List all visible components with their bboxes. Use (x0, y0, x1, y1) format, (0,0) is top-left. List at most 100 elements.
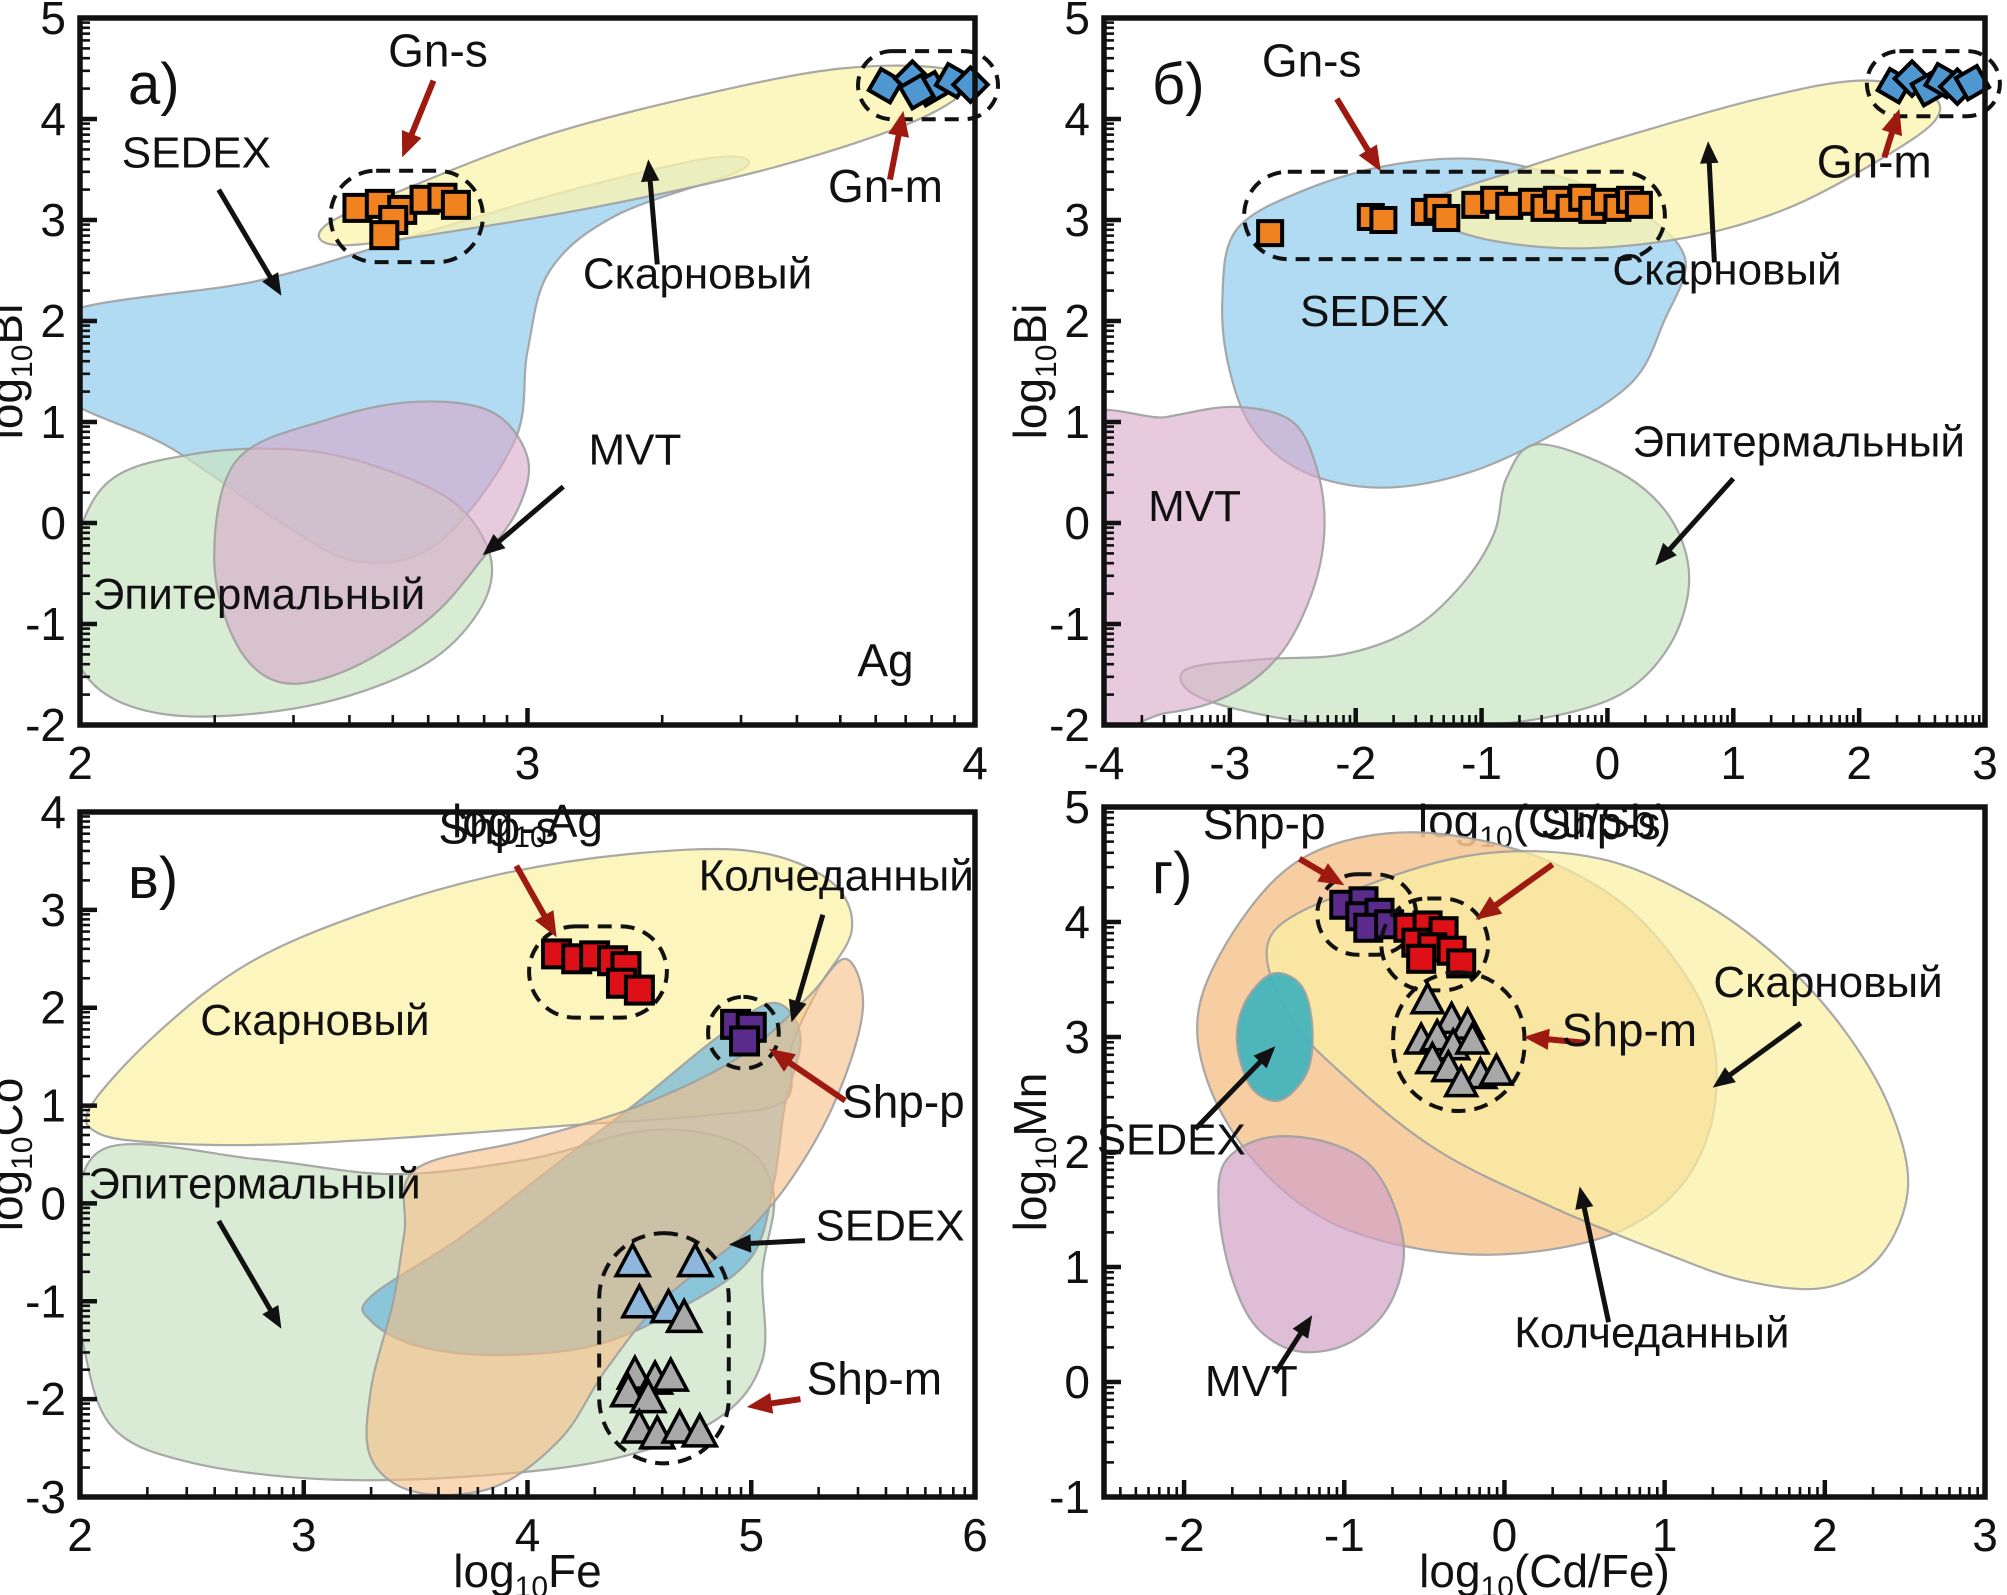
sample-arrow-gn-s-line (406, 79, 437, 143)
data-point-triangle (613, 1241, 653, 1278)
y-tick-label: -2 (1049, 699, 1090, 751)
data-point-diamond (897, 72, 937, 112)
sample-label-shp-m: Shp-m (807, 1352, 942, 1404)
field-label-mvt: MVT (588, 425, 681, 474)
y-tick-label: 4 (1064, 896, 1090, 948)
field-label-колчеданный: Колчеданный (699, 851, 974, 900)
field-arrow-head (262, 272, 282, 296)
sample-arrow-gn-m-line (887, 127, 903, 181)
x-tick-label: 1 (1652, 1509, 1678, 1561)
data-point-triangle (675, 1241, 715, 1278)
x-tick-label: 5 (738, 1509, 764, 1561)
axis-title-y: log10Bi (0, 304, 39, 440)
sample-label-gn-m: Gn-m (1817, 136, 1932, 188)
ticks (77, 15, 978, 728)
data-point-square (729, 1025, 761, 1057)
data-point-triangle (608, 1371, 648, 1408)
ticks (1104, 804, 1988, 1500)
x-tick-label: -1 (1324, 1509, 1365, 1561)
field-label-эпитермальный: Эпитермальный (1633, 417, 1965, 466)
sample-label-shp-p: Shp-p (842, 1075, 965, 1127)
sample-arrow-shp-s-line (513, 864, 551, 924)
field-arrow-head (1700, 141, 1719, 164)
corner-label: а) (128, 52, 180, 117)
sample-arrow-shp-m-head (746, 1392, 774, 1414)
series-shp-m (1402, 980, 1515, 1098)
series-gn-m (866, 58, 991, 112)
field-label-скарновый: Скарновый (200, 996, 429, 1045)
y-tick-label: 2 (1064, 1126, 1090, 1178)
x-tick-label: -3 (1209, 737, 1250, 789)
field-arrow-line (793, 914, 826, 1009)
panel-b: SEDEX Скарновый MVT Эпитермальный Gn-s Gn-m -4… (1004, 0, 2002, 854)
data-point-triangle (680, 1411, 720, 1448)
field-arrow-line (216, 1219, 276, 1317)
x-tick-label: 3 (291, 1509, 317, 1561)
data-point-triangle (1454, 1020, 1491, 1055)
sample-arrow-shp-s-head (1475, 896, 1503, 920)
axis-title-x: log10(Cd/Fe) (1419, 1545, 1670, 1595)
axis-title-x: log10Ag (452, 795, 603, 854)
corner-label: г) (1152, 841, 1192, 906)
sample-label-gn-s: Gn-s (388, 24, 488, 76)
x-tick-label: 1 (1720, 737, 1746, 789)
sample-arrow-shp-p-head (769, 1048, 796, 1072)
field-arrow-line (647, 174, 660, 265)
x-tick-label: -4 (1084, 737, 1125, 789)
x-tick-label: -2 (1164, 1509, 1205, 1561)
y-tick-label: -3 (25, 1471, 66, 1523)
series-shp-m (608, 1241, 720, 1450)
series-shp-s (1393, 910, 1477, 979)
field-arrow-head (641, 159, 660, 183)
field-arrow-line (1723, 1021, 1803, 1081)
field-label-sedex: SEDEX (1097, 1115, 1246, 1164)
y-tick-label: 4 (40, 93, 66, 145)
data-point-triangle (664, 1296, 704, 1334)
field-arrow-head (1712, 1067, 1736, 1088)
x-tick-label: 2 (67, 1509, 93, 1561)
corner-label: б) (1152, 52, 1205, 117)
cluster-outline-shp-s (1379, 896, 1491, 993)
cluster-outline-gn-m (1864, 49, 2002, 119)
x-tick-label: 2 (67, 737, 93, 789)
field-arrow-head (728, 1234, 752, 1253)
sample-arrow-shp-p-head (1317, 863, 1345, 886)
y-tick-label: 1 (40, 1080, 66, 1132)
sample-arrow-shp-p-line (782, 1056, 847, 1104)
y-tick-label: -1 (1049, 1471, 1090, 1523)
data-point-square (1495, 191, 1524, 220)
x-tick-label: 2 (1812, 1509, 1838, 1561)
cluster-outline-shp-s (527, 924, 669, 1020)
data-point-triangle (619, 1282, 659, 1319)
sample-arrow-gn-s-head (401, 130, 422, 158)
x-tick-label: 2 (1846, 737, 1872, 789)
cluster-outline-shp-p (706, 994, 781, 1071)
series-gn-m (1874, 58, 1992, 109)
sample-arrow-gn-m-head (888, 110, 909, 138)
y-tick-label: 3 (40, 194, 66, 246)
data-point-square (1624, 190, 1653, 219)
sample-label-gn-m: Gn-m (828, 160, 943, 212)
data-point-square (1406, 943, 1437, 974)
field-label-sedex: SEDEX (1300, 287, 1449, 336)
x-tick-label: 0 (1492, 1509, 1518, 1561)
cluster-outline-gn-s (1242, 169, 1667, 262)
field-arrow-line (1580, 1201, 1612, 1323)
y-tick-label: 3 (1064, 194, 1090, 246)
axis-title-y: log10Mn (1004, 1073, 1063, 1232)
x-tick-label: 4 (962, 737, 988, 789)
field-mvt (1104, 405, 1326, 725)
axis-title-y: log10Co (0, 1078, 39, 1232)
extra-label-ag: Ag (857, 635, 913, 687)
y-tick-label: 5 (1064, 0, 1090, 44)
y-tick-label: -2 (25, 1373, 66, 1425)
data-point-square (1256, 219, 1285, 248)
y-tick-label: 0 (40, 1177, 66, 1229)
data-point-square (623, 974, 655, 1006)
x-tick-label: -1 (1461, 737, 1502, 789)
axis-title-x: log10Fe (453, 1545, 601, 1595)
field-arrow-head (1575, 1186, 1594, 1210)
field-arrow-head (1253, 1046, 1276, 1069)
